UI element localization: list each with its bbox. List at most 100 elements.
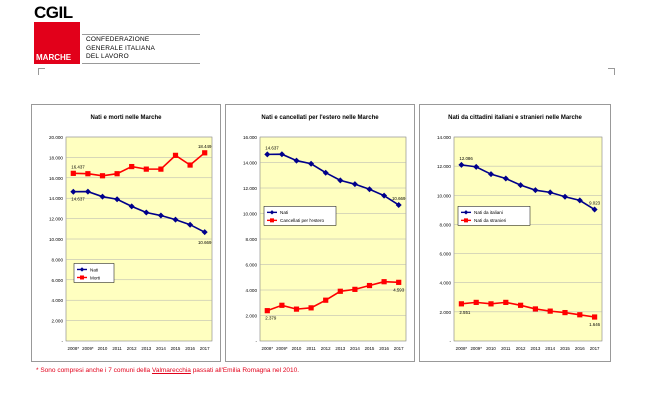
x-tick-label: 2012 xyxy=(127,346,137,351)
org-line-1: CONFEDERAZIONE xyxy=(86,36,150,43)
x-tick-label: 2012 xyxy=(516,346,526,351)
y-tick-label: 16.000 xyxy=(49,176,63,181)
data-point xyxy=(278,151,285,158)
x-tick-label: 2014 xyxy=(545,346,555,351)
data-point xyxy=(337,177,344,184)
footnote-post: passati all'Emilia Romagna nel 2010. xyxy=(190,367,300,374)
data-point xyxy=(488,171,494,178)
data-point xyxy=(395,201,402,208)
organization-name: CONFEDERAZIONE GENERALE ITALIANA DEL LAV… xyxy=(82,34,200,64)
x-tick-label: 2015 xyxy=(171,346,181,351)
data-point xyxy=(518,302,524,308)
y-tick-label: 20.000 xyxy=(49,135,63,140)
data-point xyxy=(532,306,538,312)
y-tick-label: 4.000 xyxy=(246,288,258,293)
legend-label: Cancellati per l'estero xyxy=(280,218,324,223)
data-point xyxy=(591,206,598,213)
data-point xyxy=(201,229,208,236)
data-label: 9.023 xyxy=(589,201,601,206)
y-tick-label: 16.000 xyxy=(243,135,257,140)
series-line xyxy=(73,190,206,233)
data-label: 10.669 xyxy=(392,196,406,201)
data-point xyxy=(337,288,343,294)
data-point xyxy=(70,188,77,195)
footnote: * Sono compresi anche i 7 comuni della V… xyxy=(36,367,299,374)
chart-svg-0: Nati e morti nelle Marche - 2.000 4.000 6.00… xyxy=(49,115,213,351)
footnote-pre: * Sono compresi anche i 7 comuni della xyxy=(36,367,152,374)
data-point xyxy=(458,161,465,168)
data-point xyxy=(172,152,179,158)
data-point xyxy=(84,188,91,195)
legend-box xyxy=(263,206,337,226)
data-point xyxy=(322,169,329,176)
x-tick-label: 2017 xyxy=(590,346,600,351)
legend-swatch-marker xyxy=(464,218,468,223)
legend-label: Nati xyxy=(90,267,98,272)
data-point xyxy=(279,302,285,308)
data-label: 10.669 xyxy=(198,240,212,245)
y-tick-label: 10.000 xyxy=(437,193,451,198)
legend-swatch-marker xyxy=(79,267,85,272)
x-tick-label: 2012 xyxy=(321,346,331,351)
data-label: 18.449 xyxy=(198,144,212,149)
data-point xyxy=(114,196,121,203)
y-tick-label: 14.000 xyxy=(49,196,63,201)
data-point xyxy=(264,151,271,158)
x-tick-label: 2009* xyxy=(82,346,94,351)
data-point xyxy=(517,182,524,189)
x-tick-label: 2013 xyxy=(531,346,541,351)
data-point xyxy=(473,163,480,170)
x-tick-label: 2013 xyxy=(141,346,151,351)
data-point xyxy=(547,308,553,314)
data-point xyxy=(473,299,479,305)
y-tick-label: 4.000 xyxy=(440,281,452,286)
data-point xyxy=(381,192,388,199)
legend-box xyxy=(457,206,531,226)
footnote-link[interactable]: Valmarecchia xyxy=(151,367,191,374)
page-corner-mark xyxy=(608,68,615,75)
data-label: 12.086 xyxy=(459,156,473,161)
data-point xyxy=(202,150,208,156)
data-point xyxy=(143,166,149,172)
y-tick-label: 2.000 xyxy=(440,310,452,315)
y-tick-label: 12.000 xyxy=(243,186,257,191)
legend-label: Nati da stranieri xyxy=(474,218,506,223)
x-tick-label: 2009* xyxy=(276,346,288,351)
data-point xyxy=(488,301,494,307)
data-point xyxy=(187,162,193,168)
y-tick-label: - xyxy=(61,339,63,344)
data-point xyxy=(308,305,314,311)
y-tick-label: 10.000 xyxy=(243,212,257,217)
y-tick-label: 8.000 xyxy=(440,222,452,227)
data-point xyxy=(366,282,373,289)
legend-swatch-marker xyxy=(463,210,469,215)
series-line xyxy=(267,153,400,206)
y-tick-label: 6.000 xyxy=(52,278,64,283)
data-point xyxy=(157,212,164,219)
data-point xyxy=(128,203,135,210)
y-tick-label: 14.000 xyxy=(243,161,257,166)
legend-label: Nati xyxy=(280,210,288,215)
data-point xyxy=(577,312,583,318)
data-point xyxy=(562,193,568,200)
x-tick-label: 2010 xyxy=(292,346,302,351)
x-tick-label: 2017 xyxy=(394,346,404,351)
logo-text: CGIL xyxy=(34,3,73,22)
x-tick-label: 2010 xyxy=(486,346,496,351)
x-tick-label: 2008* xyxy=(68,346,80,351)
y-tick-label: 6.000 xyxy=(246,263,258,268)
logo-red-block: MARCHE xyxy=(34,22,80,64)
chart-title: Nati da cittadini italiani e stranieri n… xyxy=(448,115,582,121)
y-tick-label: 8.000 xyxy=(246,237,258,242)
series-line xyxy=(267,280,399,312)
y-tick-label: - xyxy=(255,339,257,344)
y-tick-label: 14.000 xyxy=(437,135,451,140)
data-point xyxy=(562,309,568,316)
x-tick-label: 2014 xyxy=(350,346,360,351)
y-tick-label: 2.000 xyxy=(52,319,64,324)
y-tick-label: 8.000 xyxy=(52,257,64,262)
data-point xyxy=(308,160,315,167)
chart-panel-nati-italiani-stranieri: Nati da cittadini italiani e stranieri n… xyxy=(419,104,611,362)
data-point xyxy=(85,171,91,177)
data-point xyxy=(143,209,150,216)
